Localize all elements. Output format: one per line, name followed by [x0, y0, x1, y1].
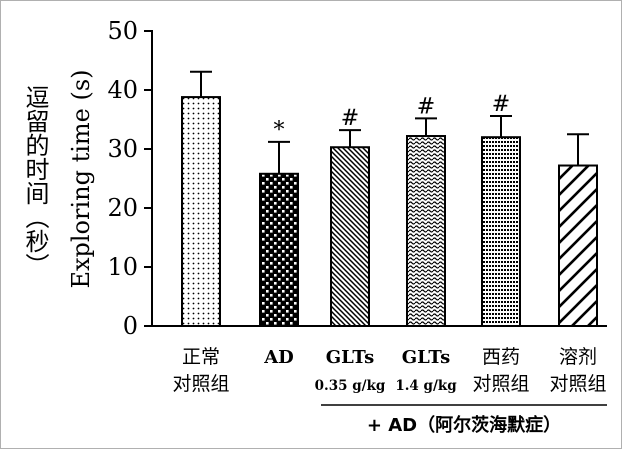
bar [330, 146, 370, 327]
x-tick-label: GLTs [326, 347, 374, 368]
x-tick-label: 溶剂 [559, 346, 597, 368]
y-tick-label: 10 [107, 253, 138, 281]
y-tick-label: 30 [107, 135, 138, 163]
y-tick-label: 0 [123, 312, 138, 340]
significance-marker: # [341, 106, 359, 131]
y-tick-label: 40 [107, 76, 138, 104]
x-tick-label-line2: 对照组 [172, 373, 229, 395]
x-tick-label-line2: 对照组 [472, 373, 529, 395]
y-axis-label-en: Exploring time (s) [67, 69, 95, 288]
x-tick-label: AD [263, 347, 294, 368]
significance-marker: * [274, 118, 285, 143]
x-tick-label: 西药 [482, 346, 520, 368]
x-tick-label: 正常 [182, 346, 220, 368]
bar [259, 172, 299, 327]
group-label: + AD（阿尔茨海默症） [367, 414, 561, 436]
significance-marker: # [417, 94, 435, 119]
bar [481, 136, 521, 327]
y-axis-label-cn: 逗留的时间（秒） [21, 85, 49, 277]
x-tick-label-line2: 对照组 [549, 373, 606, 395]
significance-marker: # [492, 92, 510, 117]
x-tick-label-line2: 1.4 g/kg [395, 378, 457, 394]
bar [558, 164, 598, 327]
y-tick-label: 20 [107, 194, 138, 222]
y-tick-label: 50 [107, 17, 138, 45]
x-tick-label: GLTs [402, 347, 450, 368]
bar [181, 96, 221, 327]
x-tick-label-line2: 0.35 g/kg [315, 378, 386, 394]
bar [406, 135, 446, 327]
